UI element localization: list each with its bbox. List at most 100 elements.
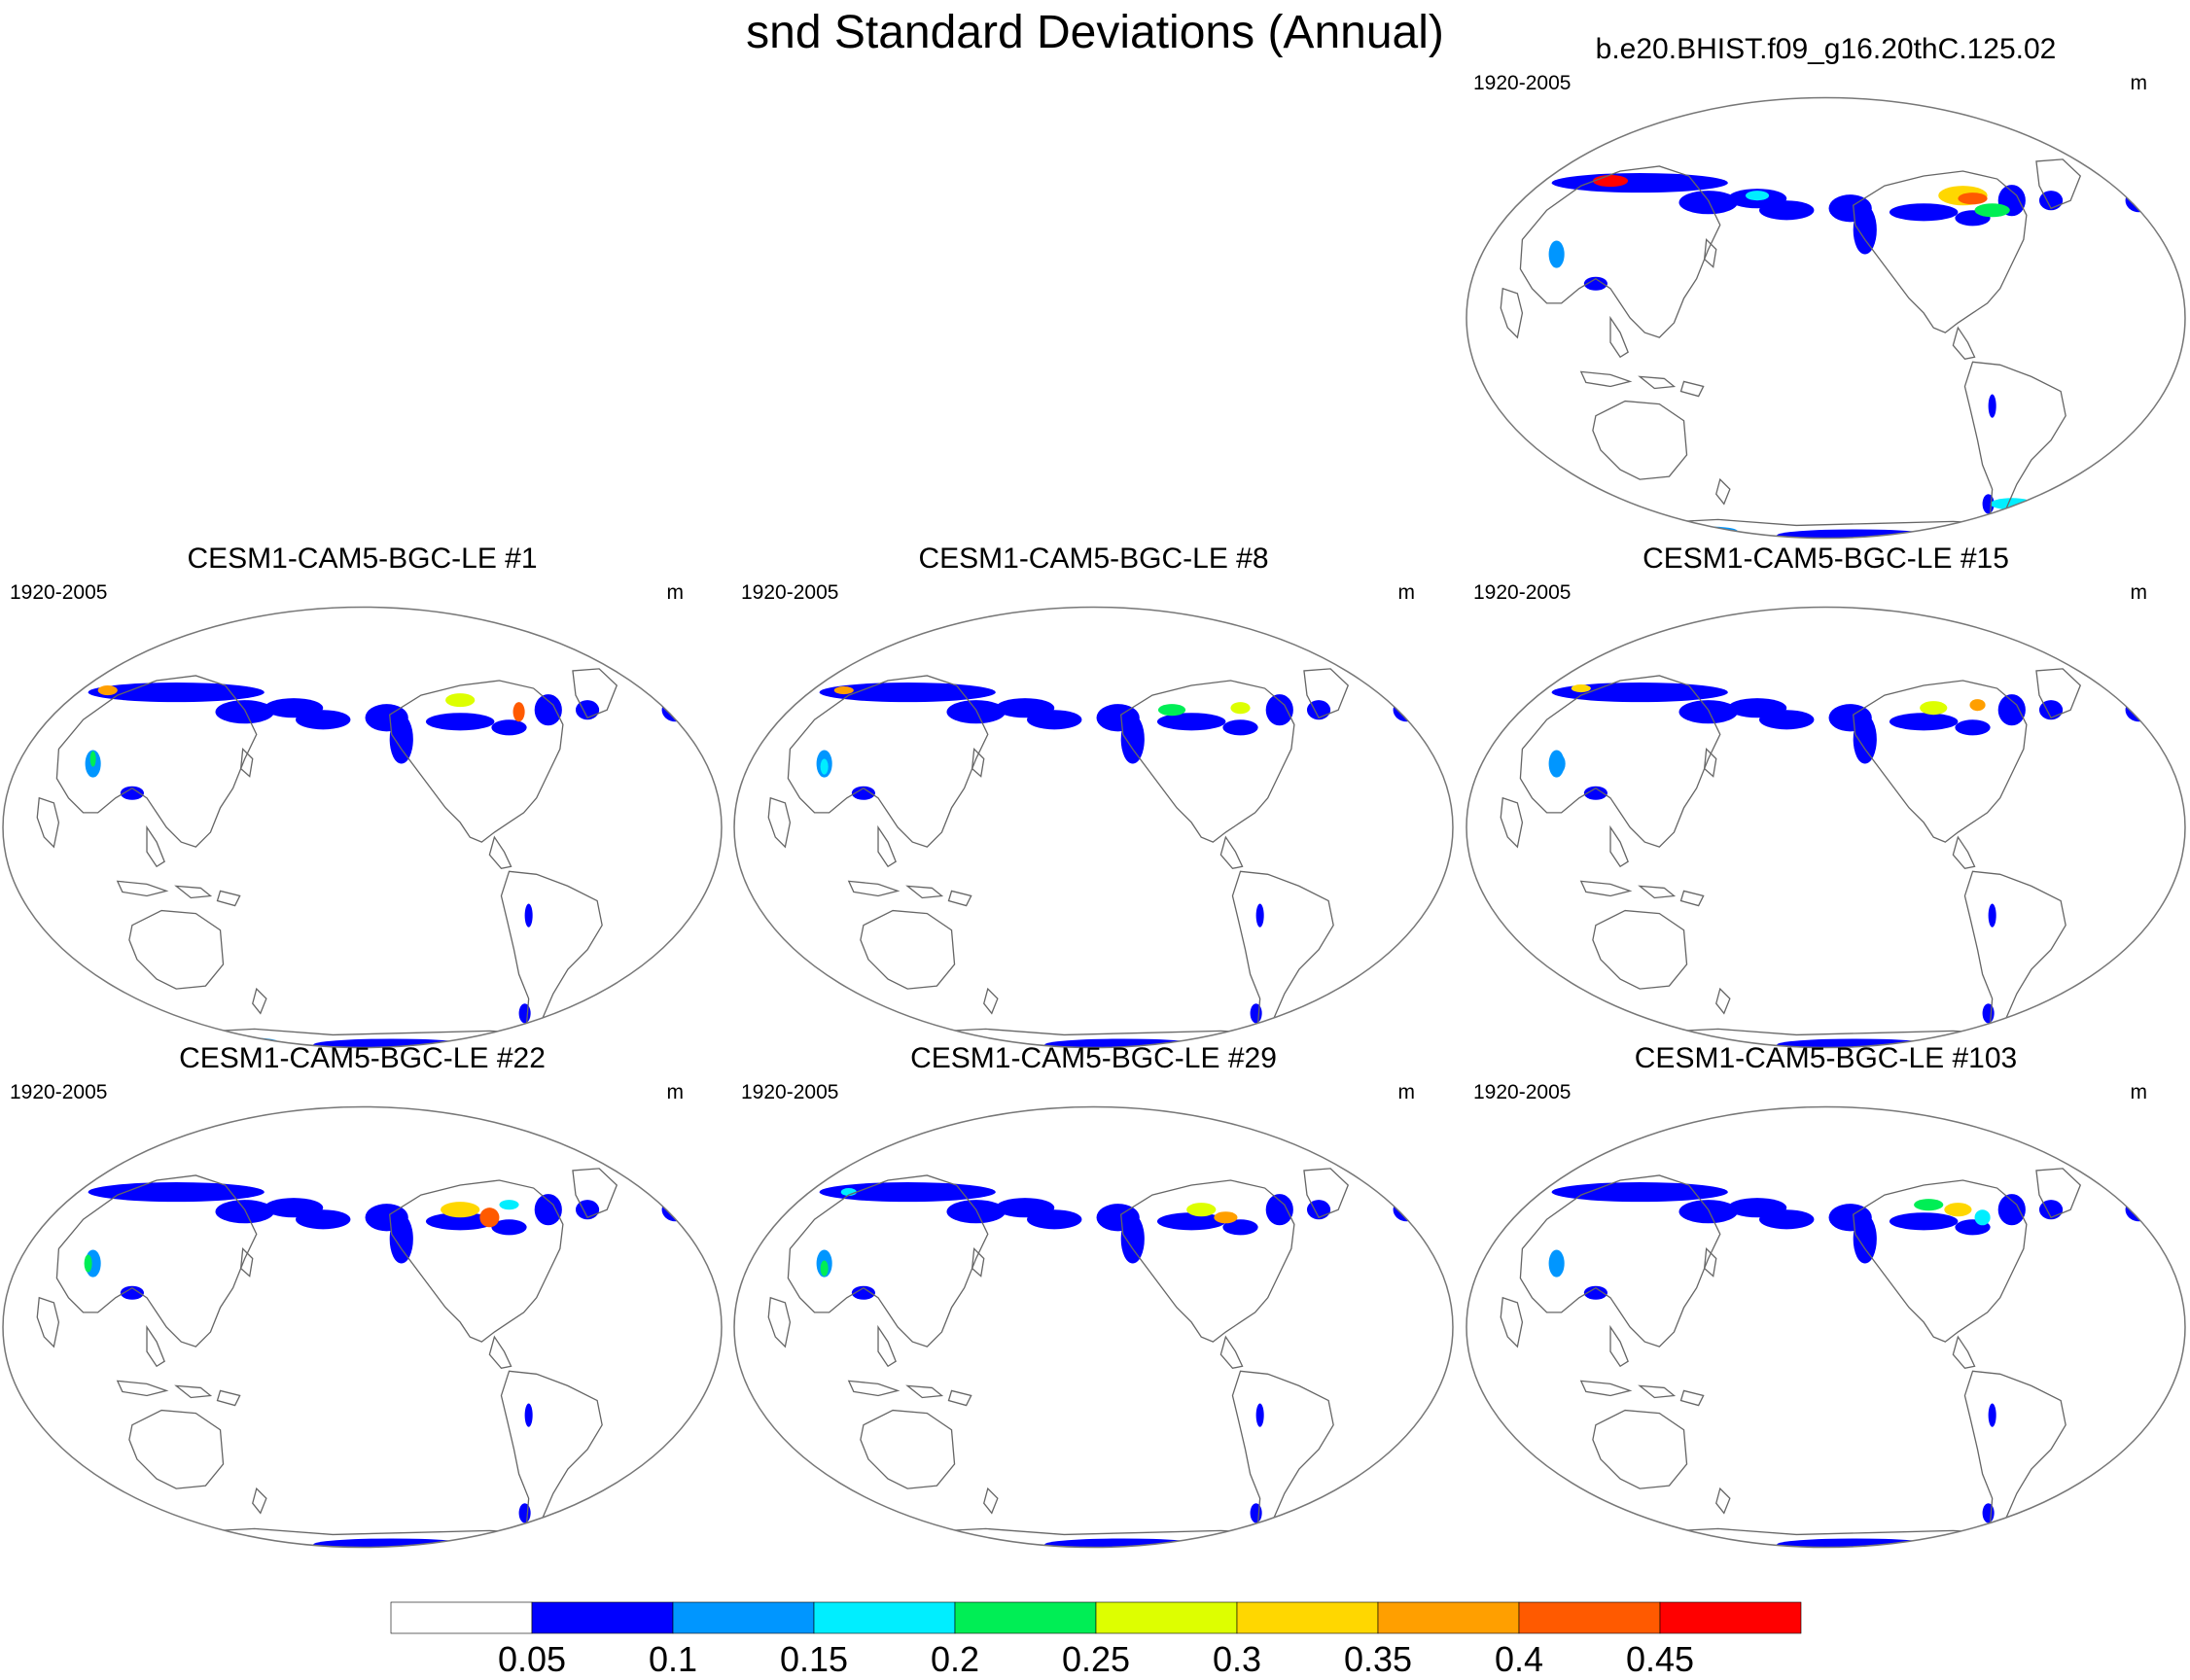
snow-field bbox=[1920, 701, 1948, 716]
snow-field bbox=[1982, 1536, 2139, 1548]
snow-field bbox=[534, 1194, 562, 1226]
coastline bbox=[1963, 1370, 2066, 1540]
snow-field bbox=[1777, 1038, 1934, 1048]
panel-title: b.e20.BHIST.f09_g16.20thC.125.02 bbox=[1595, 33, 2057, 65]
coastline bbox=[847, 880, 901, 897]
snow-field bbox=[1777, 1538, 1934, 1548]
coastline bbox=[174, 1384, 213, 1399]
coastline bbox=[1952, 326, 1976, 361]
snow-field bbox=[1571, 684, 1591, 693]
snow-field bbox=[1853, 205, 1877, 255]
coastline bbox=[905, 1384, 944, 1399]
snow-field bbox=[120, 1285, 144, 1300]
snow-field bbox=[1592, 175, 1629, 188]
snow-field bbox=[1958, 192, 1988, 205]
coastline bbox=[500, 870, 603, 1040]
snow-field bbox=[518, 1003, 531, 1024]
snow-field bbox=[1853, 1214, 1877, 1264]
coastline bbox=[2035, 158, 2082, 210]
snow-field bbox=[296, 1209, 351, 1230]
snow-field bbox=[1250, 1003, 1262, 1024]
colorbar-swatch bbox=[1659, 1601, 1802, 1634]
coastline bbox=[1679, 1389, 1705, 1407]
coastline bbox=[1219, 1335, 1244, 1370]
coastline bbox=[947, 890, 972, 907]
coastline bbox=[36, 1296, 60, 1348]
map-panel: CESM1-CAM5-BGC-LE #22 1920-2005 m bbox=[0, 1042, 724, 1585]
colorbar-tick-label: 0.25 bbox=[1061, 1639, 1131, 1679]
coastline bbox=[1303, 1168, 1350, 1219]
snow-field bbox=[1914, 1199, 1944, 1211]
map-panel: CESM1-CAM5-BGC-LE #1 1920-2005 m bbox=[0, 542, 724, 1085]
panel-units: m bbox=[666, 581, 685, 604]
coastline bbox=[2035, 668, 2082, 719]
snow-field bbox=[1027, 710, 1082, 730]
snow-field bbox=[851, 786, 875, 800]
snow-field bbox=[1982, 1003, 1995, 1024]
coastline bbox=[488, 1335, 512, 1370]
panel-period: 1920-2005 bbox=[10, 581, 108, 604]
coastline bbox=[1638, 1384, 1677, 1399]
coastline bbox=[1500, 1296, 1524, 1348]
coastline bbox=[983, 1487, 999, 1515]
snow-field bbox=[1759, 710, 1815, 730]
snow-field bbox=[1157, 704, 1186, 717]
coastline bbox=[174, 885, 213, 899]
snow-field bbox=[1745, 191, 1770, 201]
coastline bbox=[767, 796, 792, 849]
colorbar-tick-label: 0.1 bbox=[648, 1639, 698, 1679]
snow-field bbox=[946, 700, 1006, 724]
snow-field bbox=[1265, 694, 1293, 726]
colorbar-swatch bbox=[813, 1601, 956, 1634]
snow-field bbox=[1552, 1255, 1561, 1272]
coastline bbox=[1715, 1487, 1731, 1515]
colorbar-tick-label: 0.05 bbox=[497, 1639, 567, 1679]
panel-units: m bbox=[2130, 1081, 2148, 1103]
world-map bbox=[733, 606, 1454, 1049]
map-border bbox=[1466, 1105, 2186, 1549]
snow-field bbox=[425, 1212, 495, 1231]
coastline bbox=[239, 748, 254, 778]
snow-field bbox=[1255, 903, 1264, 928]
coastline bbox=[1592, 400, 1688, 480]
snow-field bbox=[1777, 529, 1934, 539]
coastline bbox=[1579, 370, 1633, 388]
snow-field bbox=[1566, 1541, 1752, 1548]
world-map bbox=[2, 606, 723, 1049]
snow-field bbox=[479, 1208, 500, 1228]
coastline bbox=[847, 1380, 901, 1397]
coastline bbox=[1952, 835, 1976, 870]
coastline bbox=[1703, 748, 1717, 778]
snow-field bbox=[1944, 1203, 1972, 1217]
snow-field bbox=[946, 1200, 1006, 1224]
coastline bbox=[1852, 170, 2028, 333]
snow-field bbox=[1982, 1503, 1995, 1523]
map-border bbox=[1466, 606, 2186, 1049]
snow-field bbox=[833, 686, 854, 695]
world-map bbox=[1466, 1105, 2186, 1549]
map-panel: CESM1-CAM5-BGC-LE #8 1920-2005 m bbox=[731, 542, 1456, 1085]
coastline bbox=[1592, 909, 1688, 990]
snow-field bbox=[512, 702, 525, 722]
snow-field bbox=[1678, 1200, 1738, 1224]
panel-period: 1920-2005 bbox=[1473, 1081, 1572, 1103]
snow-field bbox=[1759, 1209, 1815, 1230]
snow-field bbox=[1222, 719, 1258, 736]
coastline bbox=[1500, 287, 1524, 339]
snow-field bbox=[518, 1503, 531, 1523]
map-border bbox=[2, 1105, 723, 1549]
snow-field bbox=[1997, 694, 2026, 726]
coastline bbox=[488, 835, 512, 870]
snow-field bbox=[1551, 1182, 1728, 1203]
world-map bbox=[1466, 606, 2186, 1049]
snow-field bbox=[89, 751, 96, 767]
snow-field bbox=[88, 1182, 265, 1203]
coastline bbox=[2035, 1168, 2082, 1219]
colorbar-tick-label: 0.4 bbox=[1494, 1639, 1544, 1679]
snow-field bbox=[499, 1200, 519, 1210]
coastline bbox=[36, 796, 60, 849]
coastline bbox=[787, 1174, 989, 1348]
coastline bbox=[1703, 1247, 1717, 1278]
snow-field bbox=[1548, 240, 1565, 268]
coastline bbox=[146, 1324, 165, 1368]
